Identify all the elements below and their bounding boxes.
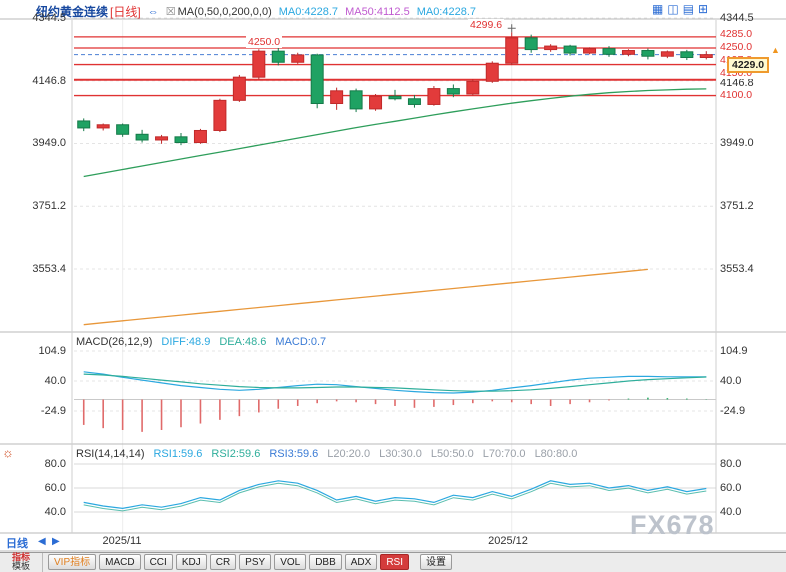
- ma-settings-label: MA(0,50,0,200,0,0): [177, 5, 272, 18]
- macd-diff-value: DIFF:48.9: [161, 336, 211, 348]
- ma-checkbox-icon[interactable]: ☒: [165, 6, 176, 18]
- axis-label: 104.9: [38, 345, 66, 357]
- ma0-value: MA0:4228.7: [278, 5, 339, 18]
- rsi-title: RSI(14,14,14): [76, 448, 145, 460]
- axis-label: -24.9: [40, 405, 66, 417]
- axis-label: 3949.0: [32, 137, 66, 149]
- level-label-4250: 4250.0: [719, 41, 754, 53]
- indicator-button-dbb[interactable]: DBB: [309, 554, 342, 570]
- indicator-button-psy[interactable]: PSY: [239, 554, 272, 570]
- indicator-button-kdj[interactable]: KDJ: [175, 554, 207, 570]
- compare-icon[interactable]: ⇔: [147, 5, 159, 18]
- rsi3-value: RSI3:59.6: [269, 448, 319, 460]
- axis-label: 80.0: [720, 458, 742, 470]
- axis-label: 40.0: [720, 375, 742, 387]
- layout-switcher: ▦ ◫ ▤ ⊞: [652, 3, 708, 16]
- indicator-buttons: VIP指标 MACD CCI KDJ CR PSY VOL DBB ADX RS…: [48, 554, 452, 570]
- watermark: FX678: [630, 510, 715, 540]
- toolbar-tabs: 指标 模板: [0, 553, 43, 572]
- chart-header: 纽约黄金连续 [日线] ⇔ ☒ MA(0,50,0,200,0,0) MA0:4…: [36, 3, 476, 20]
- layout-quad-icon[interactable]: ⊞: [698, 2, 709, 16]
- indicator-button-vol[interactable]: VOL: [274, 554, 307, 570]
- symbol-title: 纽约黄金连续: [36, 5, 109, 19]
- rsi-l50-label: L50:50.0: [430, 448, 474, 460]
- macd-header: MACD(26,12,9) DIFF:48.9 DEA:48.6 MACD:0.…: [76, 336, 326, 348]
- rsi-settings-gear-icon[interactable]: ☼: [2, 445, 14, 460]
- rsi1-value: RSI1:59.6: [153, 448, 203, 460]
- layout-grid-icon[interactable]: ▦: [652, 2, 664, 16]
- axis-label: 60.0: [720, 482, 742, 494]
- indicator-button-macd[interactable]: MACD: [99, 554, 141, 570]
- tab-indicators[interactable]: 指标: [11, 552, 30, 562]
- macd-hist-value: MACD:0.7: [275, 336, 327, 348]
- axis-label: 4344.5: [720, 12, 754, 24]
- period-indicator: [日线]: [110, 5, 141, 19]
- rsi-header: RSI(14,14,14) RSI1:59.6 RSI2:59.6 RSI3:5…: [76, 448, 577, 460]
- scroll-right-icon[interactable]: ▶: [52, 536, 60, 547]
- time-axis: 日线 ◀ ▶ 2025/11 2025/12: [0, 534, 786, 551]
- rsi2-value: RSI2:59.6: [211, 448, 261, 460]
- date-tick: 2025/12: [488, 535, 528, 547]
- indicator-button-cci[interactable]: CCI: [143, 554, 173, 570]
- axis-label: 80.0: [44, 458, 66, 470]
- macd-dea-value: DEA:48.6: [219, 336, 267, 348]
- price-up-arrow-icon: ▲: [771, 45, 780, 55]
- axis-label: 3553.4: [32, 263, 66, 275]
- indicator-button-adx[interactable]: ADX: [344, 554, 378, 570]
- indicator-button-cr[interactable]: CR: [209, 554, 237, 570]
- axis-label: 40.0: [44, 375, 66, 387]
- layout-split-horizontal-icon[interactable]: ▤: [682, 2, 695, 16]
- last-price-badge: 4229.0: [727, 57, 770, 73]
- axis-label: 4344.5: [32, 12, 66, 24]
- rsi-l80-label: L80:80.0: [534, 448, 578, 460]
- timeframe-label[interactable]: 日线: [6, 538, 28, 550]
- axis-label: 4146.8: [32, 75, 66, 87]
- tab-templates[interactable]: 模板: [11, 561, 30, 571]
- axis-label: 3751.2: [720, 200, 754, 212]
- level-label-4285: 4285.0: [719, 28, 754, 40]
- axis-label: 3751.2: [32, 200, 66, 212]
- axis-label: -24.9: [720, 405, 746, 417]
- indicator-button-vip[interactable]: VIP指标: [48, 554, 97, 570]
- axis-label: 104.9: [720, 345, 748, 357]
- rsi-l20-label: L20:20.0: [327, 448, 371, 460]
- axis-label: 40.0: [720, 506, 742, 518]
- indicator-toolbar: 指标 模板 VIP指标 MACD CCI KDJ CR PSY VOL DBB …: [0, 552, 786, 572]
- layout-split-vertical-icon[interactable]: ◫: [667, 2, 679, 16]
- axis-label: 3553.4: [720, 263, 754, 275]
- indicator-button-rsi[interactable]: RSI: [380, 554, 409, 570]
- axis-label: 60.0: [44, 482, 66, 494]
- inline-level-label: 4250.0: [246, 36, 283, 48]
- settings-button[interactable]: 设置: [420, 554, 452, 570]
- level-label-4100: 4100.0: [719, 89, 754, 101]
- ma0-value-2: MA0:4228.7: [416, 5, 477, 18]
- high-price-label: 4299.6: [468, 19, 505, 31]
- ma50-value: MA50:4112.5: [345, 5, 410, 18]
- macd-title: MACD(26,12,9): [76, 336, 153, 348]
- rsi-l70-label: L70:70.0: [482, 448, 526, 460]
- axis-label: 40.0: [44, 506, 66, 518]
- date-tick: 2025/11: [102, 535, 142, 547]
- axis-label: 3949.0: [720, 137, 754, 149]
- rsi-l30-label: L30:30.0: [379, 448, 422, 460]
- axis-label: 4146.8: [720, 77, 754, 89]
- scroll-left-icon[interactable]: ◀: [38, 536, 46, 547]
